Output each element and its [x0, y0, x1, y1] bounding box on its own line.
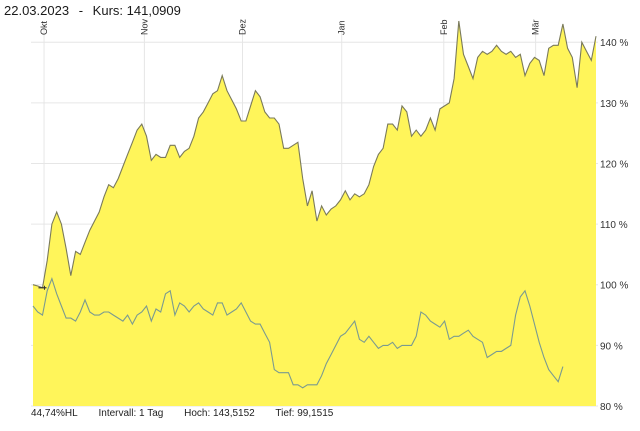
footer-hl: 44,74%HL	[31, 408, 78, 419]
y-axis: 140 % 130 % 120 % 110 % 100 % 90 % 80 %	[600, 38, 628, 413]
header-date: 22.03.2023	[4, 3, 70, 18]
chart-footer: 44,74%HL Intervall: 1 Tag Hoch: 143,5152…	[31, 408, 351, 419]
x-axis-months: Okt Nov Dez Jan Feb Mär	[39, 18, 541, 35]
footer-interval: Intervall: 1 Tag	[98, 408, 164, 419]
series-line-main	[32, 20, 597, 289]
y-tick-label: 100 %	[600, 281, 628, 292]
month-label: Dez	[237, 18, 247, 35]
month-label: Feb	[439, 19, 449, 35]
y-tick-label: 90 %	[600, 341, 623, 352]
y-tick-label: 140 %	[600, 38, 628, 49]
month-label: Nov	[139, 18, 149, 35]
y-tick-label: 130 %	[600, 99, 628, 110]
series-line-secondary	[32, 277, 564, 389]
month-label: Jan	[337, 20, 347, 35]
y-tick-label: 80 %	[600, 402, 623, 413]
line-layer	[32, 20, 597, 389]
month-label: Okt	[39, 20, 49, 35]
footer-low: Tief: 99,1515	[275, 408, 334, 419]
chart-header: 22.03.2023 - Kurs: 141,0909	[4, 3, 181, 18]
header-kurs-label: Kurs:	[92, 3, 124, 18]
month-label: Mär	[531, 19, 541, 35]
y-tick-label: 120 %	[600, 159, 628, 170]
header-separator: -	[78, 3, 84, 18]
header-kurs-value: 141,0909	[126, 3, 181, 18]
y-tick-label: 110 %	[600, 220, 628, 231]
footer-high: Hoch: 143,5152	[184, 408, 255, 419]
